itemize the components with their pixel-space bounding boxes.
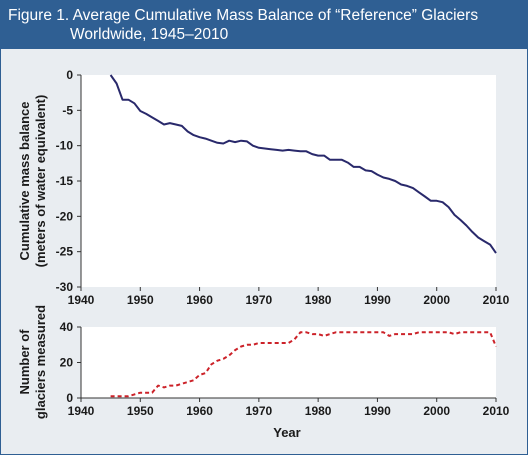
- x-axis-title: Year: [273, 425, 300, 440]
- mass-balance-y-tick-label: -25: [56, 245, 74, 259]
- glacier-count-x-tick-label: 1990: [364, 404, 391, 418]
- glacier-count-y-tick-label: 0: [66, 391, 73, 405]
- mass-balance-x-tick-label: 2010: [483, 293, 510, 307]
- title-bar: Figure 1. Average Cumulative Mass Balanc…: [1, 1, 527, 49]
- mass-balance-x-tick-label: 1970: [246, 293, 273, 307]
- glacier-count-series-line: [110, 331, 497, 398]
- glacier-count-x-tick-label: 1970: [246, 404, 273, 418]
- mass-balance-series-line: [109, 74, 497, 254]
- glacier-count-x-tick-label: 1980: [305, 404, 332, 418]
- glacier-count-x-tick-label: 1960: [186, 404, 213, 418]
- glacier-count-x-tick-label: 2000: [423, 404, 450, 418]
- mass-balance-x-tick-label: 2000: [423, 293, 450, 307]
- mass-balance-x-tick-label: 1960: [186, 293, 213, 307]
- glacier-count-x-tick-label: 1950: [127, 404, 154, 418]
- mass-balance-x-tick-label: 1990: [364, 293, 391, 307]
- figure-title: Figure 1. Average Cumulative Mass Balanc…: [8, 7, 479, 24]
- mass-balance-y-tick-label: 0: [66, 68, 73, 82]
- glacier-count-ylabel-line1: Number of: [17, 329, 32, 395]
- mass-balance-ylabel-line1: Cumulative mass balance: [17, 102, 32, 261]
- mass-balance-y-tick-label: -5: [62, 103, 73, 117]
- mass-balance-y-tick-label: -20: [56, 209, 74, 223]
- glacier-count-x-tick-label: 2010: [483, 404, 510, 418]
- mass-balance-y-tick-label: -10: [56, 139, 74, 153]
- glacier-count-plot-area: [81, 327, 496, 398]
- mass-balance-ylabel-line2: (meters of water equivalent): [33, 95, 48, 268]
- figure-title-line2: Worldwide, 1945–2010: [70, 26, 229, 43]
- glacier-count-x-tick-label: 1940: [68, 404, 95, 418]
- mass-balance-y-tick-label: -15: [56, 174, 74, 188]
- mass-balance-plot-area: [81, 75, 496, 287]
- mass-balance-y-tick-label: -30: [56, 280, 74, 294]
- mass-balance-x-tick-label: 1980: [305, 293, 332, 307]
- mass-balance-x-tick-label: 1950: [127, 293, 154, 307]
- glacier-count-y-tick-label: 20: [60, 356, 74, 370]
- glacier-count-y-tick-label: 40: [60, 320, 74, 334]
- glacier-count-ylabel-line2: glaciers measured: [33, 305, 48, 419]
- mass-balance-x-tick-label: 1940: [68, 293, 95, 307]
